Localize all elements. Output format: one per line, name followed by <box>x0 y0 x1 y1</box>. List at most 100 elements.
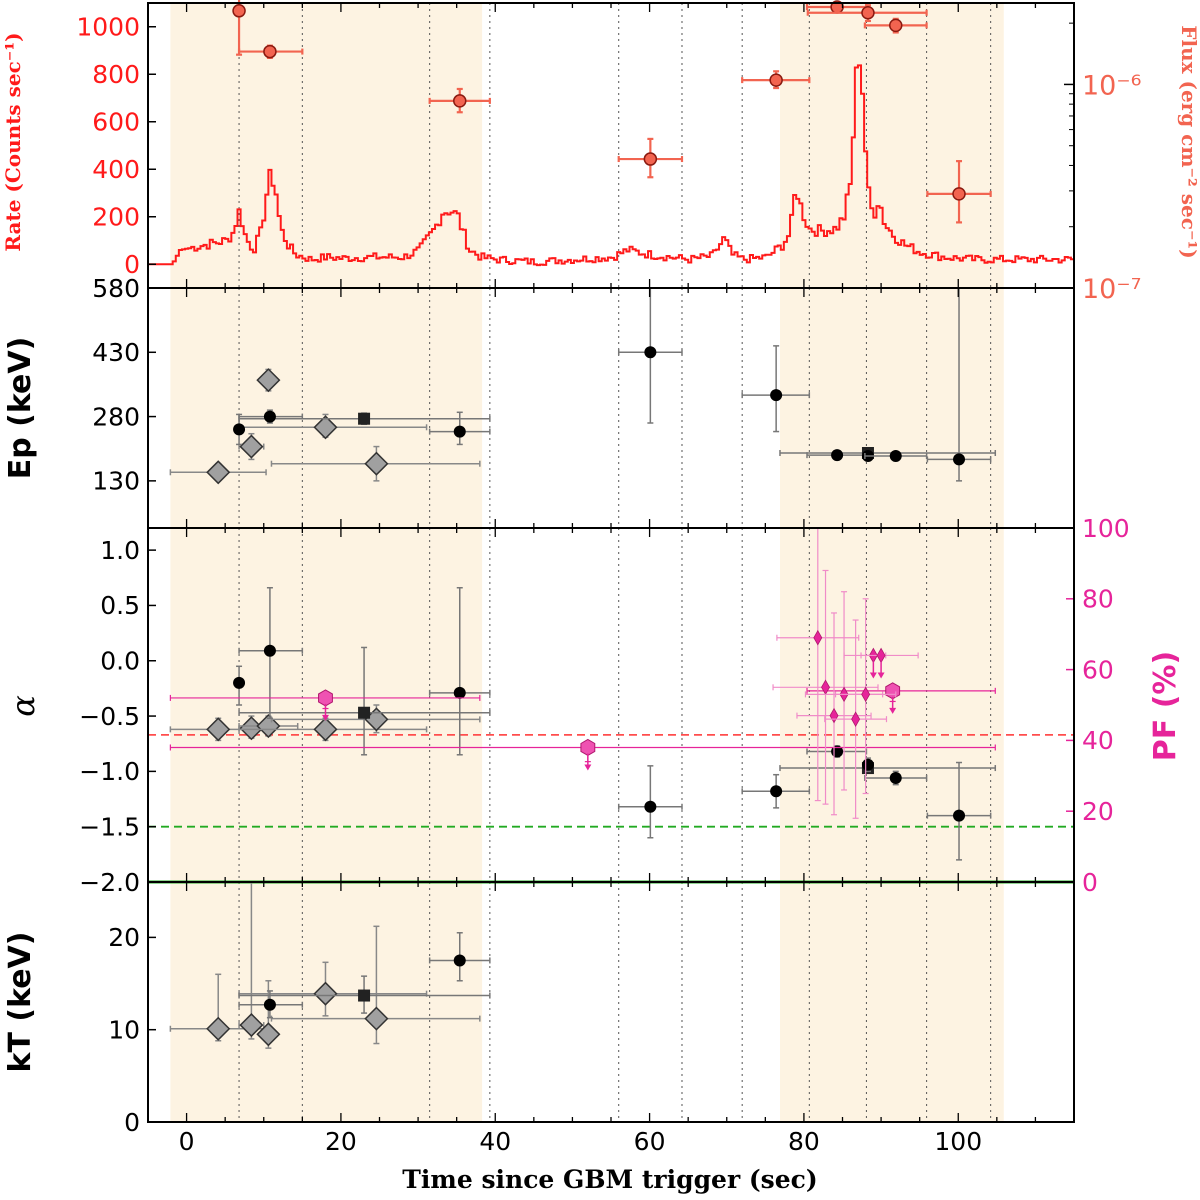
data-point-diamond <box>239 1013 264 1038</box>
shaded-interval <box>779 882 1004 1122</box>
y-tick-label: 400 <box>92 155 140 184</box>
upper-limit-arrowhead <box>869 672 877 679</box>
data-point-circle <box>889 450 902 462</box>
data-point-square <box>358 706 371 719</box>
shaded-interval <box>779 3 1004 288</box>
data-point-diamond <box>364 1006 389 1031</box>
data-point-thin-diamond <box>813 629 823 646</box>
data-point-circle <box>769 73 783 87</box>
y-tick-label-right: 60 <box>1082 655 1114 684</box>
data-point-circle <box>953 809 966 822</box>
y-tick-label-right: 10⁻⁶ <box>1082 70 1141 101</box>
pf-points <box>169 527 996 819</box>
shaded-interval <box>170 3 483 288</box>
panel-alpha-points <box>169 586 997 861</box>
data-point-circle <box>889 772 902 785</box>
data-point-square <box>358 412 371 425</box>
x-tick-label: 80 <box>788 1127 820 1156</box>
data-point-circle <box>831 449 844 462</box>
flux-axis-label: Flux (erg cm⁻² sec⁻¹) <box>1177 25 1200 258</box>
data-point-circle <box>770 785 783 798</box>
data-point-hexagon <box>580 738 596 757</box>
y-tick-label: 430 <box>92 338 140 367</box>
data-point-circle <box>453 954 466 967</box>
data-layer <box>148 0 1074 1049</box>
y-tick-label: 0 <box>124 1108 140 1137</box>
data-point-circle <box>233 676 246 689</box>
data-point-circle <box>952 187 966 201</box>
data-point-diamond <box>206 1016 231 1041</box>
x-tick-label: 60 <box>634 1127 666 1156</box>
x-tick-label: 100 <box>934 1127 982 1156</box>
data-point-circle <box>233 423 246 436</box>
x-tick-label: 20 <box>325 1127 357 1156</box>
data-point-diamond <box>313 415 338 440</box>
data-point-circle <box>861 5 875 20</box>
upper-limit-arrowhead <box>877 672 885 679</box>
y-tick-label: 0 <box>124 250 140 279</box>
data-point-thin-diamond <box>851 711 861 727</box>
y-tick-label: −1.5 <box>79 812 140 841</box>
x-tick-label: 40 <box>479 1127 511 1156</box>
data-point-circle <box>232 4 246 18</box>
data-point-hexagon <box>885 682 901 700</box>
y-tick-label: 280 <box>92 402 140 431</box>
shaded-interval <box>779 528 1004 882</box>
data-point-diamond <box>239 434 264 459</box>
panel-ep-points <box>169 287 997 485</box>
y-tick-label-right: 40 <box>1082 726 1114 755</box>
rate-light-curve <box>148 64 1074 267</box>
shaded-interval <box>170 288 483 528</box>
y-tick-label-right: 0 <box>1082 868 1098 897</box>
data-point-circle <box>263 44 277 59</box>
y-tick-label-right: 100 <box>1082 514 1130 543</box>
y-tick-label: 1.0 <box>100 536 140 565</box>
data-point-circle <box>888 18 903 33</box>
data-point-circle <box>953 453 966 466</box>
y-tick-label: 0.0 <box>100 647 140 676</box>
y-tick-label: −2.0 <box>79 868 140 897</box>
upper-limit-arrowhead <box>584 764 592 771</box>
data-point-circle <box>861 758 874 771</box>
y-tick-label: 200 <box>92 203 140 232</box>
data-point-diamond <box>313 981 338 1006</box>
data-point-circle <box>453 94 467 108</box>
data-point-circle <box>643 152 658 166</box>
frame-layer: 0200400600800100010⁻⁶10⁻⁷130280430580−2.… <box>76 2 1141 1156</box>
data-point-circle <box>644 346 657 359</box>
x-axis-label: Time since GBM trigger (sec) <box>402 1165 817 1194</box>
kt-axis-label: kT (keV) <box>3 932 38 1073</box>
data-point-hexagon <box>318 689 333 707</box>
y-tick-label-right: 80 <box>1082 585 1114 614</box>
y-tick-label-right: 20 <box>1082 797 1114 826</box>
y-tick-label: 0.5 <box>100 591 140 620</box>
y-tick-label: 20 <box>108 923 140 952</box>
ep-axis-label: Ep (keV) <box>3 337 38 480</box>
x-tick-label: 0 <box>179 1127 195 1156</box>
data-point-diamond <box>206 717 231 742</box>
background-layer <box>170 3 1004 1122</box>
pf-axis-label: PF (%) <box>1148 651 1183 761</box>
y-tick-label: 600 <box>92 108 140 137</box>
data-point-diamond <box>313 717 338 742</box>
label-layer: Rate (Counts sec⁻¹) Flux (erg cm⁻² sec⁻¹… <box>1 25 1200 1194</box>
rate-axis-label: Rate (Counts sec⁻¹) <box>1 32 25 251</box>
data-point-circle <box>453 686 466 699</box>
shaded-interval <box>779 288 1004 528</box>
data-point-thin-diamond <box>861 686 871 703</box>
y-tick-label: 10 <box>108 1015 140 1044</box>
upper-limit-arrowhead <box>889 707 897 714</box>
y-tick-label: 800 <box>92 60 140 89</box>
data-point-circle <box>453 425 466 438</box>
upper-limit-arrowhead <box>321 714 329 721</box>
y-tick-label-right: 10⁻⁷ <box>1082 274 1141 305</box>
y-tick-label: 1000 <box>76 13 140 42</box>
data-point-diamond <box>256 713 281 739</box>
y-tick-label: −0.5 <box>79 702 140 731</box>
data-point-square <box>358 989 371 1002</box>
y-tick-label: −1.0 <box>79 757 140 786</box>
panel-kt-points <box>169 881 491 1049</box>
data-point-circle <box>263 644 276 657</box>
data-point-diamond <box>364 451 389 476</box>
